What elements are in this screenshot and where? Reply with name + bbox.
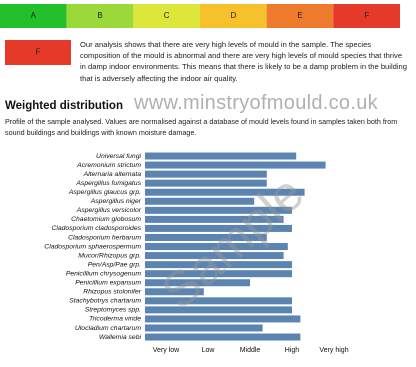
category-label: Streptomyces spp. [85,307,141,314]
bar [145,243,288,251]
bar [145,252,284,260]
category-label: Aspergillus glaucus grp. [68,189,141,196]
bar [145,197,255,205]
category-label: Penicillium chrysogenum [66,270,142,277]
category-label: Tricoderma viride [89,316,141,323]
category-label: Aspergillus niger [90,198,142,205]
watermark: Sample [151,165,314,320]
bar [145,297,292,305]
category-label: Rhizopus stolonifer [83,289,142,296]
bar [145,179,267,187]
category-label: Aspergillus fumigatus [75,180,141,187]
x-tick-label: Middle [240,347,261,354]
bar [145,306,292,314]
category-label: Mucor/Rhizopus grp. [78,252,141,259]
category-label: Cladosporium herbarum [68,234,141,241]
bar [145,333,301,341]
category-label: Alternaria alternata [83,171,142,178]
grade-label: B [97,11,102,20]
category-label: Wallemia sebi [99,334,142,341]
category-label: Cladosporium cladosporoides [51,225,141,232]
x-tick-label: High [285,347,300,354]
category-label: Acremonium strictum [76,162,141,169]
bar [145,279,250,287]
bar [145,324,263,332]
category-label: Chaetomium globosum [71,216,141,223]
bar [145,152,297,160]
category-label: Pen/Asp/Pae grp. [88,261,141,268]
bar [145,270,292,278]
bar [145,215,284,223]
grade-box [200,4,267,28]
bar [145,188,305,196]
grade-box [66,4,134,28]
result-label: F [36,48,41,57]
section-title: Weighted distribution [5,100,123,112]
grade-label: C [164,11,170,20]
grade-label: F [364,11,369,20]
category-label: Cladosporium sphaerospermum [44,243,141,250]
bar [145,261,292,269]
watermark-url: www.minstryofmould.co.uk [134,92,378,114]
grade-label: D [230,11,236,20]
category-label: Stachybotrys chartarum [69,298,141,305]
x-tick-label: Very low [153,347,180,354]
summary: Our analysis shows that there are very h… [80,40,407,83]
grade-box [266,4,334,28]
x-tick-label: Low [202,347,216,354]
category-label: Penicillium expansum [75,280,141,287]
category-label: Universal fungi [96,153,141,160]
x-tick-label: Very high [319,347,348,354]
grade-box [133,4,200,28]
bar [145,206,292,214]
bar [145,161,326,169]
description: Profile of the sample analysed. Values a… [5,117,398,137]
bar [145,233,267,241]
grade-box [0,4,67,28]
bar [145,288,204,296]
category-label: Aspergillus versicolor [76,207,142,214]
grade-box [333,4,400,28]
bar [145,315,301,323]
result-box [5,40,71,65]
grade-label: A [31,11,37,20]
grade-label: E [297,11,302,20]
category-label: Ulocladium chartarum [75,325,141,332]
bar [145,170,267,178]
bar [145,224,292,232]
